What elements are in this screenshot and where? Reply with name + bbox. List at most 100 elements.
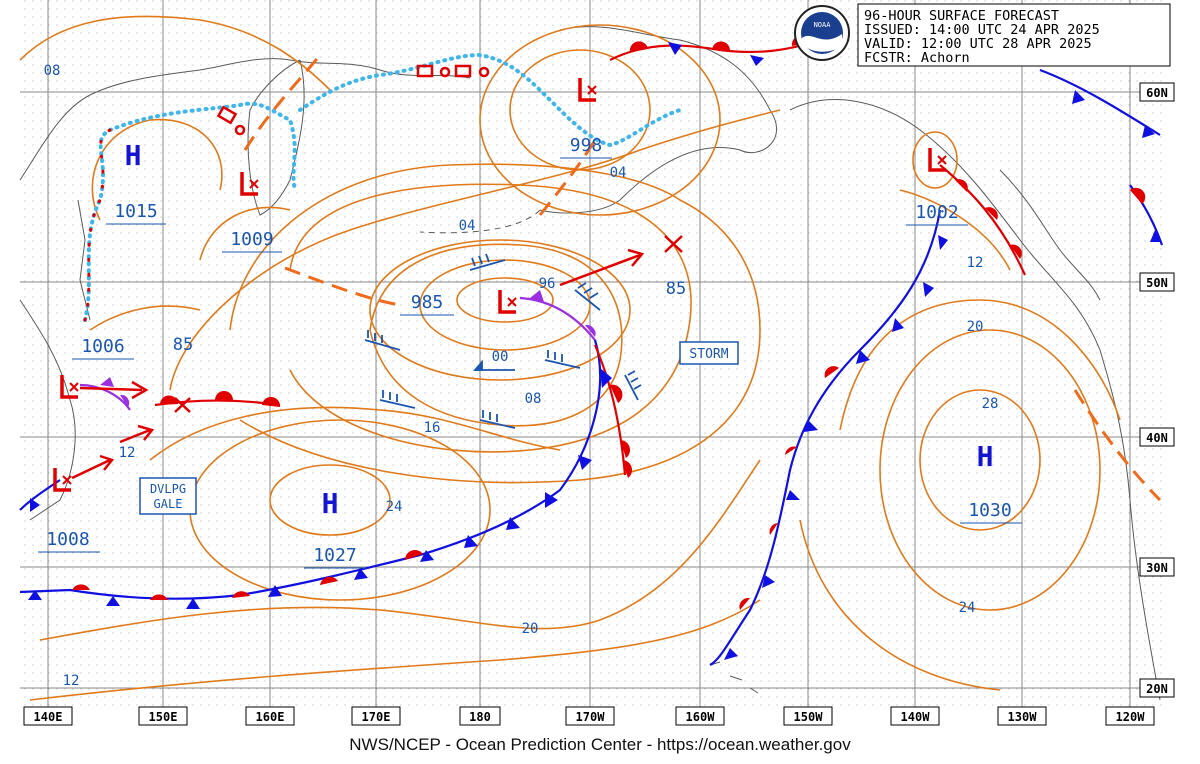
isobar-label: 20: [967, 319, 984, 335]
isobar-28-high: [919, 389, 1041, 531]
low-symbol: [53, 468, 72, 492]
header-forecaster: FCSTR: Achorn: [864, 50, 970, 66]
isobar-label: 04: [459, 218, 476, 234]
lon-label: 140E: [23, 706, 73, 726]
isobar-label: 12: [63, 673, 80, 689]
isobar-label: 96: [539, 276, 556, 292]
isobar-nw-2: [199, 206, 291, 261]
occluded-front-west: [79, 383, 131, 411]
lat-label: 30N: [1139, 557, 1175, 577]
svg-text:150W: 150W: [794, 710, 824, 724]
pressure-value: 998: [570, 135, 603, 156]
x-mark-west: [174, 397, 191, 413]
isobar-12-east: [899, 189, 1011, 271]
ice-edge: [83, 52, 682, 322]
isobar-1002-low: [912, 131, 958, 189]
svg-text:GALE: GALE: [154, 497, 183, 511]
svg-text:STORM: STORM: [689, 347, 728, 362]
lon-label: 150W: [783, 706, 833, 726]
svg-text:130W: 130W: [1008, 710, 1038, 724]
isobar-label: 12: [967, 255, 984, 271]
isobar-24-high: [269, 464, 391, 536]
sakhalin-coast: [77, 199, 91, 321]
isobar-label: 85: [173, 335, 193, 355]
high-symbol: H: [977, 440, 994, 473]
isobar-label: 00: [492, 349, 509, 365]
svg-text:160E: 160E: [256, 710, 285, 724]
isobar-16: [149, 406, 561, 461]
warm-front-bc: [939, 164, 1027, 276]
high-symbol: H: [125, 139, 142, 172]
isobar-1015-high: [91, 118, 223, 221]
kamchatka-coast: [247, 59, 305, 216]
isobar-label: 24: [959, 600, 976, 616]
svg-text:170W: 170W: [576, 710, 606, 724]
lat-label: 50N: [1139, 272, 1175, 292]
track-arrow-main: [559, 253, 641, 287]
isobar-nw-3: [89, 305, 201, 331]
cold-front-triangles: [28, 42, 1162, 660]
isobar-08: [229, 163, 761, 484]
svg-text:NOAA: NOAA: [814, 21, 832, 29]
lat-label: 40N: [1139, 427, 1175, 447]
lon-label: 130W: [997, 706, 1047, 726]
high-symbol: H: [322, 487, 339, 520]
front-symbols: [28, 35, 1162, 660]
isobar-nw-1: [19, 15, 331, 91]
isobar-00: [369, 243, 623, 427]
isobar-label: 24: [386, 499, 403, 515]
isobar-998-low: [509, 49, 651, 171]
svg-text:40N: 40N: [1146, 431, 1168, 445]
trough-kamchatka: [243, 54, 322, 151]
pressure-value: 1030: [968, 500, 1011, 521]
cold-front-east: [709, 209, 942, 666]
isobar-label: 12: [119, 445, 136, 461]
isobar-label: 08: [525, 391, 542, 407]
latitude-labels: 60N 50N 40N 30N 20N: [1139, 82, 1175, 698]
track-arrow-west: [79, 386, 143, 392]
isobar-label: 85: [666, 279, 686, 299]
pressure-value: 1008: [46, 529, 89, 550]
isobar-24-east: [879, 329, 1101, 611]
header-title: 96-HOUR SURFACE FORECAST: [864, 8, 1059, 24]
isobar-12-south: [29, 599, 761, 701]
lon-label: 120W: [1105, 706, 1155, 726]
svg-text:140W: 140W: [901, 710, 931, 724]
isobar-04: [289, 183, 692, 453]
lon-label: 150E: [138, 706, 188, 726]
troughs: [243, 54, 1162, 502]
low-symbol: [578, 78, 597, 102]
svg-text:150E: 150E: [149, 710, 178, 724]
isobar-east-outer: [799, 519, 1001, 691]
occluded-front: [519, 296, 596, 341]
credit-line: NWS/NCEP - Ocean Prediction Center - htt…: [349, 735, 851, 754]
lat-label: 60N: [1139, 82, 1175, 102]
pressure-value: 1027: [313, 545, 356, 566]
isobar-low-core-3: [369, 239, 631, 381]
svg-text:140E: 140E: [34, 710, 63, 724]
warning-storm: STORM: [679, 341, 739, 365]
noaa-logo: NOAA: [794, 5, 850, 61]
track-arrow-sw: [119, 428, 151, 444]
svg-text:170E: 170E: [362, 710, 391, 724]
north-america-coast: [789, 99, 1161, 701]
isobar-label: 16: [424, 420, 441, 436]
chart-background: [20, 0, 1162, 708]
svg-text:30N: 30N: [1146, 561, 1168, 575]
wind-barbs: [364, 253, 642, 429]
pressure-value: 1002: [915, 202, 958, 223]
low-symbol: [240, 172, 259, 196]
warm-front-main: [593, 344, 627, 476]
bc-islands: [999, 169, 1101, 301]
pressure-value: 1006: [81, 336, 124, 357]
lon-label: 160W: [675, 706, 725, 726]
occluded-front-symbols: [100, 290, 596, 407]
header-issued: ISSUED: 14:00 UTC 24 APR 2025: [864, 22, 1100, 38]
low-symbol: [928, 148, 947, 172]
isobar-label: 20: [522, 621, 539, 637]
isobar-20-south: [39, 459, 761, 641]
header-valid: VALID: 12:00 UTC 28 APR 2025: [864, 36, 1092, 52]
svg-text:50N: 50N: [1146, 276, 1168, 290]
lon-label: 140W: [890, 706, 940, 726]
